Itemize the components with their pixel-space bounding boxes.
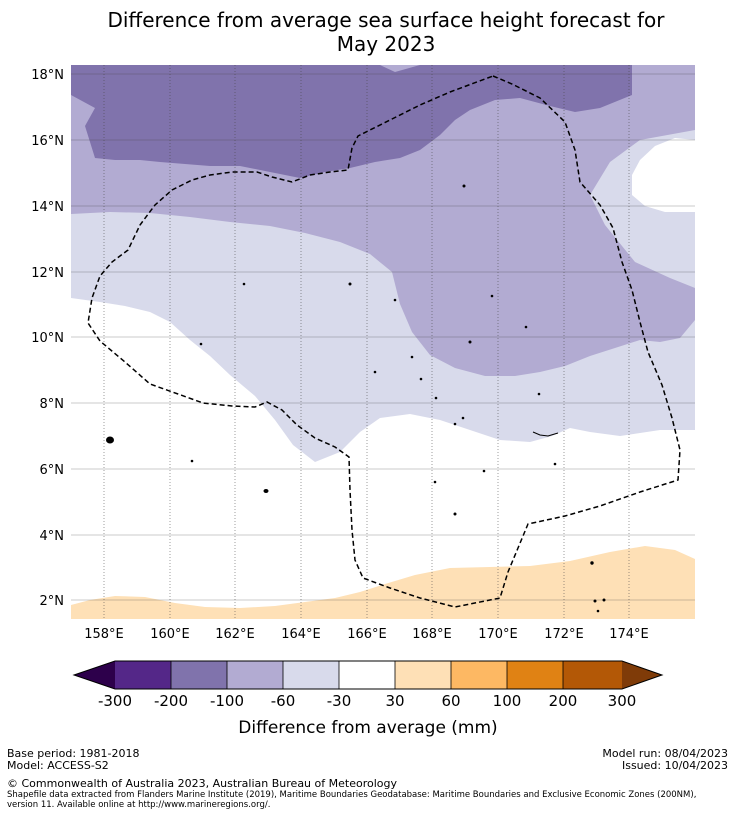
lat-gridlines: [71, 73, 695, 601]
lon-label-160e: 160°E: [150, 627, 190, 642]
lon-label-174e: 174°E: [609, 627, 649, 642]
colorbar-swatch-100-200: [507, 661, 564, 689]
issued-date: Issued: 10/04/2023: [621, 759, 728, 772]
colorbar-tick-neg60: -60: [271, 692, 296, 710]
lat-label-12n: 12°N: [31, 266, 64, 281]
lat-label-4n: 4°N: [40, 529, 65, 544]
colorbar-tick-30: 30: [385, 692, 404, 710]
colorbar-swatch-60-30: [283, 661, 340, 689]
colorbar-swatch-30-60: [395, 661, 452, 689]
colorbar-tick-neg300: -300: [98, 692, 132, 710]
footer-left: Base period: 1981-2018 Model: ACCESS-S2: [7, 748, 139, 772]
base-period: Base period: 1981-2018: [7, 747, 140, 760]
colorbar-tick-60: 60: [441, 692, 460, 710]
colorbar-dividers: [170, 661, 564, 689]
colorbar: -300 -200 -100 -60 -30 30 60 100 200 300…: [72, 660, 664, 738]
colorbar-outline: [72, 660, 664, 690]
lat-label-8n: 8°N: [40, 397, 65, 412]
lon-label-166e: 166°E: [347, 627, 387, 642]
map-title: Difference from average sea surface heig…: [0, 8, 736, 56]
anomaly-band-30-60: [71, 546, 695, 619]
lon-label-164e: 164°E: [281, 627, 321, 642]
colorbar-swatch-200-300: [563, 661, 622, 689]
lat-label-10n: 10°N: [31, 331, 64, 346]
map-area: [71, 65, 695, 619]
anomaly-neutral-patch: [632, 138, 695, 212]
map-title-line-1: Difference from average sea surface heig…: [107, 8, 665, 32]
colorbar-swatch-200-100: [171, 661, 228, 689]
lat-label-18n: 18°N: [31, 68, 64, 83]
colorbar-swatch-100-60: [227, 661, 284, 689]
copyright: © Commonwealth of Australia 2023, Austra…: [7, 777, 397, 790]
map-title-line-2: May 2023: [336, 32, 436, 56]
lon-label-168e: 168°E: [412, 627, 452, 642]
lon-label-162e: 162°E: [215, 627, 255, 642]
lat-labels: 18°N 16°N 14°N 12°N 10°N 8°N 6°N 4°N 2°N: [31, 68, 64, 609]
footer-right: Model run: 08/04/2023 Issued: 10/04/2023: [602, 748, 728, 772]
islands: [106, 184, 606, 613]
colorbar-tick-200: 200: [549, 692, 578, 710]
shapefile-note: Shapefile data extracted from Flanders M…: [7, 790, 697, 810]
colorbar-title: Difference from average (mm): [238, 718, 497, 738]
model-run: Model run: 08/04/2023: [602, 747, 728, 760]
lat-label-6n: 6°N: [40, 463, 65, 478]
lat-label-16n: 16°N: [31, 134, 64, 149]
colorbar-tick-neg30: -30: [327, 692, 352, 710]
colorbar-tick-100: 100: [493, 692, 522, 710]
colorbar-tick-300: 300: [608, 692, 637, 710]
colorbar-extend-high: [622, 661, 662, 689]
lon-labels: 158°E 160°E 162°E 164°E 166°E 168°E 170°…: [84, 627, 649, 642]
colorbar-tick-neg100: -100: [210, 692, 244, 710]
lat-label-2n: 2°N: [40, 594, 65, 609]
lon-label-170e: 170°E: [478, 627, 518, 642]
lon-gridlines: [103, 65, 630, 619]
lon-label-158e: 158°E: [84, 627, 124, 642]
lat-label-14n: 14°N: [31, 200, 64, 215]
colorbar-extend-low: [74, 661, 115, 689]
lon-label-172e: 172°E: [544, 627, 584, 642]
colorbar-swatch-60-100: [451, 661, 508, 689]
model-name: Model: ACCESS-S2: [7, 759, 109, 772]
colorbar-swatch-300-200: [115, 661, 172, 689]
anomaly-band-200-100: [71, 65, 632, 178]
colorbar-tick-neg200: -200: [154, 692, 188, 710]
eez-boundary: [87, 75, 681, 608]
colorbar-swatch-30-30: [339, 661, 396, 689]
